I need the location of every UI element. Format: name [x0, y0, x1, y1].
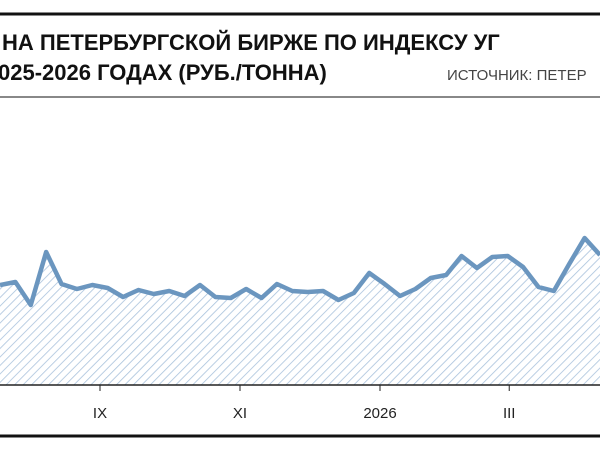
x-tick-label: IX	[93, 405, 107, 422]
source: ИСТОЧНИК: ПЕТЕР	[447, 67, 587, 84]
chart-title: 025-2026 ГОДАХ (РУБ./ТОННА)	[0, 60, 327, 85]
line	[0, 235, 600, 308]
x-tick-label: 2026	[363, 405, 396, 422]
chart-title: НА ПЕТЕРБУРГСКОЙ БИРЖЕ ПО ИНДЕКСУ УГ	[2, 30, 500, 55]
area-fill	[0, 238, 600, 385]
x-tick-label: III	[503, 405, 516, 422]
x-tick-label: XI	[233, 405, 247, 422]
